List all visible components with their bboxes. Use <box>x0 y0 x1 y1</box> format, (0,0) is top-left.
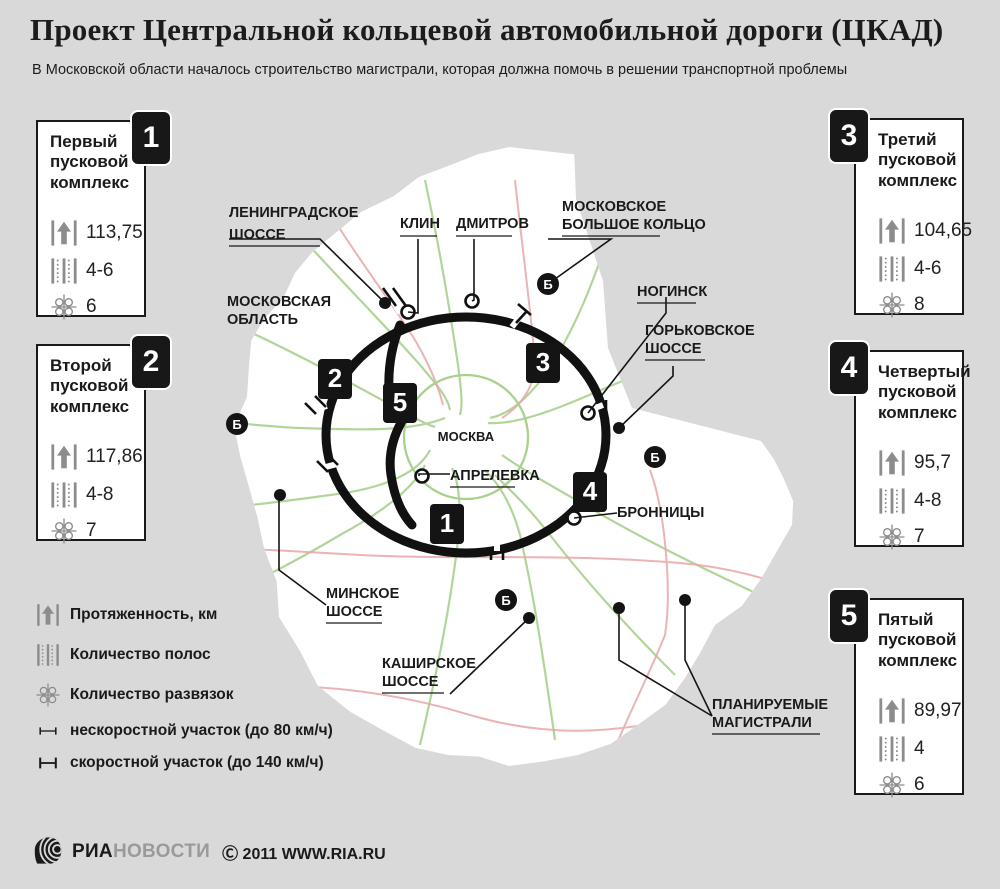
svg-text:ДМИТРОВ: ДМИТРОВ <box>456 216 529 232</box>
svg-text:ШОССЕ: ШОССЕ <box>326 604 383 620</box>
svg-text:Б: Б <box>650 450 659 465</box>
svg-text:ПЛАНИРУЕМЫЕ: ПЛАНИРУЕМЫЕ <box>712 697 828 713</box>
svg-text:Б: Б <box>232 417 241 432</box>
svg-text:ШОССЕ: ШОССЕ <box>645 341 702 357</box>
svg-text:КЛИН: КЛИН <box>400 216 440 232</box>
svg-text:НОГИНСК: НОГИНСК <box>637 284 707 300</box>
svg-text:3: 3 <box>536 347 550 377</box>
svg-text:Б: Б <box>501 593 510 608</box>
svg-text:5: 5 <box>393 387 407 417</box>
svg-text:МОСКОВСКОЕ: МОСКОВСКОЕ <box>562 199 666 215</box>
svg-text:ЛЕНИНГРАДСКОЕ: ЛЕНИНГРАДСКОЕ <box>229 205 359 221</box>
svg-text:2: 2 <box>328 363 342 393</box>
svg-text:БОЛЬШОЕ КОЛЬЦО: БОЛЬШОЕ КОЛЬЦО <box>562 217 706 233</box>
svg-text:ШОССЕ: ШОССЕ <box>382 674 439 690</box>
svg-text:ОБЛАСТЬ: ОБЛАСТЬ <box>227 312 298 328</box>
svg-text:МОСКОВСКАЯ: МОСКОВСКАЯ <box>227 294 331 310</box>
svg-text:4: 4 <box>583 476 598 506</box>
svg-text:ШОССЕ: ШОССЕ <box>229 227 286 243</box>
svg-text:МАГИСТРАЛИ: МАГИСТРАЛИ <box>712 715 812 731</box>
svg-text:КАШИРСКОЕ: КАШИРСКОЕ <box>382 656 476 672</box>
svg-text:Б: Б <box>543 277 552 292</box>
svg-text:БРОННИЦЫ: БРОННИЦЫ <box>617 505 704 521</box>
svg-text:ГОРЬКОВСКОЕ: ГОРЬКОВСКОЕ <box>645 323 755 339</box>
svg-text:МОСКВА: МОСКВА <box>438 429 495 444</box>
svg-text:МИНСКОЕ: МИНСКОЕ <box>326 586 400 602</box>
svg-text:АПРЕЛЕВКА: АПРЕЛЕВКА <box>450 468 540 484</box>
svg-text:1: 1 <box>440 508 454 538</box>
